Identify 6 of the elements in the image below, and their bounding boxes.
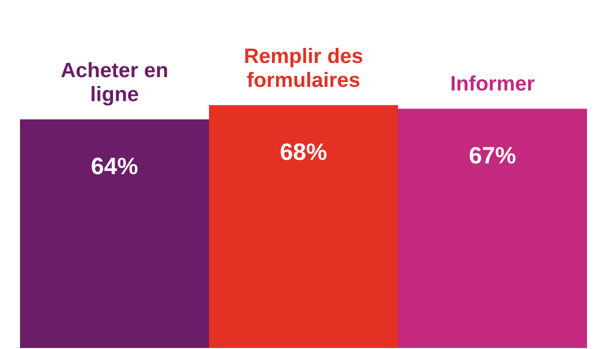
data-label: 68% [280, 143, 327, 160]
x-tick-label: Informer [452, 75, 534, 91]
x-tick-label: Acheter en ligne [61, 62, 168, 106]
data-label: 67% [470, 146, 516, 164]
data-label: 64% [92, 158, 138, 174]
x-tick-label: Remplir des formulaires [245, 48, 362, 88]
